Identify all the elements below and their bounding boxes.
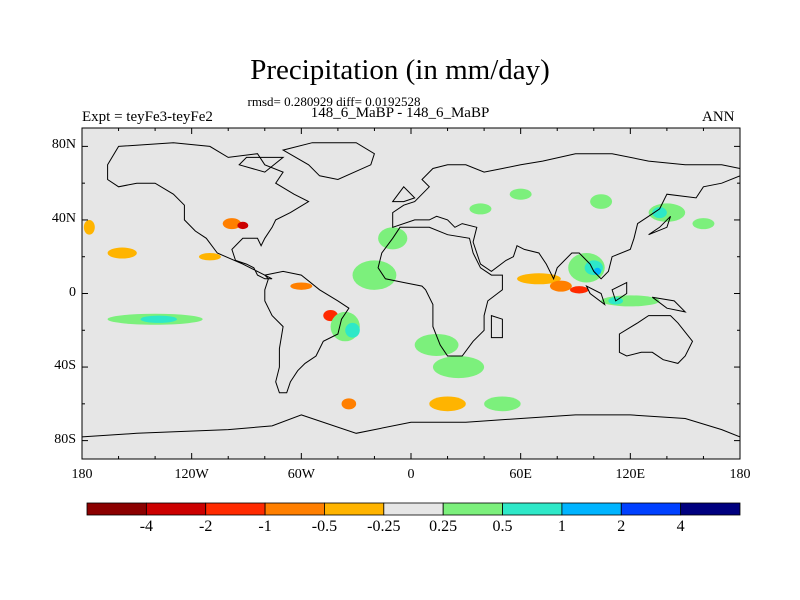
- anomaly-patch: [345, 322, 360, 338]
- colorbar-swatch: [264, 502, 325, 516]
- experiment-label: Expt = teyFe3-teyFe2: [82, 109, 213, 125]
- anomaly-patch: [198, 253, 221, 261]
- colorbar-swatch: [205, 502, 266, 516]
- anomaly-patch: [140, 315, 178, 323]
- x-tick-label: 60E: [509, 467, 532, 482]
- anomaly-patch: [509, 188, 532, 200]
- coastline: [107, 142, 310, 280]
- coastline: [377, 226, 503, 357]
- y-tick-label: 40S: [54, 358, 76, 374]
- anomaly-patch: [590, 194, 613, 209]
- colorbar-swatch: [383, 502, 444, 516]
- colorbar-swatch: [86, 502, 147, 516]
- colorbar-label: 0.5: [492, 518, 513, 535]
- colorbar-label: -0.25: [367, 518, 401, 535]
- anomaly-patch: [692, 218, 715, 230]
- colorbar-label: -0.5: [311, 518, 338, 535]
- anomaly-patch: [429, 396, 466, 412]
- anomaly-patch: [414, 333, 459, 357]
- coastline: [490, 314, 503, 339]
- chart-title: Precipitation (in mm/day): [250, 54, 550, 86]
- coastline: [281, 142, 375, 181]
- stats-text: rmsd= 0.280929 diff= 0.0192528: [247, 94, 421, 109]
- x-tick-label: 180: [729, 467, 751, 482]
- x-tick-label: 120E: [615, 467, 646, 482]
- case-label: 148_6_MaBP - 148_6_MaBP: [310, 105, 490, 121]
- colorbar-swatch: [680, 502, 741, 516]
- y-tick-label: 80S: [54, 431, 76, 447]
- colorbar-swatch: [561, 502, 622, 516]
- colorbar-swatch: [145, 502, 207, 516]
- x-tick-label: 0: [407, 467, 415, 482]
- anomaly-patch: [222, 218, 242, 230]
- anomaly-patch: [341, 398, 357, 410]
- coastline: [263, 270, 350, 394]
- season-label: ANN: [702, 109, 735, 125]
- colorbar-label: 2: [617, 518, 626, 535]
- colorbar-label: -2: [199, 518, 213, 535]
- anomaly-patch: [237, 221, 249, 230]
- colorbar-swatch: [442, 502, 503, 516]
- coastline: [648, 215, 671, 236]
- anomaly-patch: [570, 286, 589, 294]
- x-tick-label: 180: [71, 467, 93, 482]
- anomaly-patch: [593, 267, 602, 276]
- coastline: [392, 153, 740, 281]
- coastline: [618, 315, 694, 364]
- x-tick-label: 120W: [174, 467, 209, 482]
- plot-background: [82, 128, 740, 459]
- anomaly-patch: [432, 356, 485, 379]
- y-tick-label: 0: [69, 284, 76, 300]
- colorbar-label: 1: [557, 518, 566, 535]
- anomaly-patch: [652, 207, 667, 219]
- x-tick-label: 60W: [287, 467, 315, 482]
- coastline: [651, 296, 687, 313]
- colorbar-label: 0.25: [429, 518, 458, 535]
- coastline: [585, 284, 606, 306]
- anomaly-patch: [469, 203, 492, 215]
- y-tick-label: 80N: [51, 137, 76, 153]
- colorbar-label: -4: [139, 518, 154, 535]
- colorbar-label: -1: [258, 518, 272, 535]
- colorbar-swatch: [324, 502, 385, 516]
- colorbar-swatch: [502, 502, 563, 516]
- anomaly-patch: [352, 260, 397, 290]
- coastline: [391, 186, 416, 203]
- anomaly-patch: [484, 396, 521, 412]
- coastline: [82, 414, 740, 459]
- anomaly-patch: [517, 273, 561, 285]
- y-tick-label: 40N: [51, 210, 76, 226]
- colorbar-label: 4: [676, 518, 685, 535]
- anomaly-patch: [290, 282, 313, 290]
- anomaly-patch: [83, 219, 95, 235]
- anomaly-patch: [549, 280, 572, 292]
- coastline: [238, 156, 285, 173]
- coastline: [611, 281, 628, 302]
- colorbar-swatch: [620, 502, 682, 516]
- anomaly-patch: [107, 247, 137, 259]
